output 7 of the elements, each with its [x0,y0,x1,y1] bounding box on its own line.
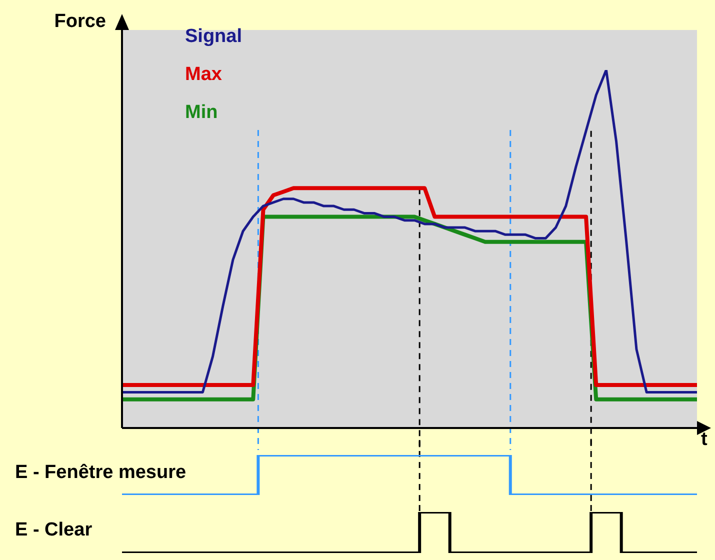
x-axis-title: t [701,429,708,450]
text: Signal [185,26,242,48]
y-axis-title: E - Fenêtre mesure [15,462,186,484]
text: Max [185,64,222,86]
y-axis-title: Force [54,11,106,32]
text: Min [185,102,218,124]
y-axis-title: E - Clear [15,520,93,541]
